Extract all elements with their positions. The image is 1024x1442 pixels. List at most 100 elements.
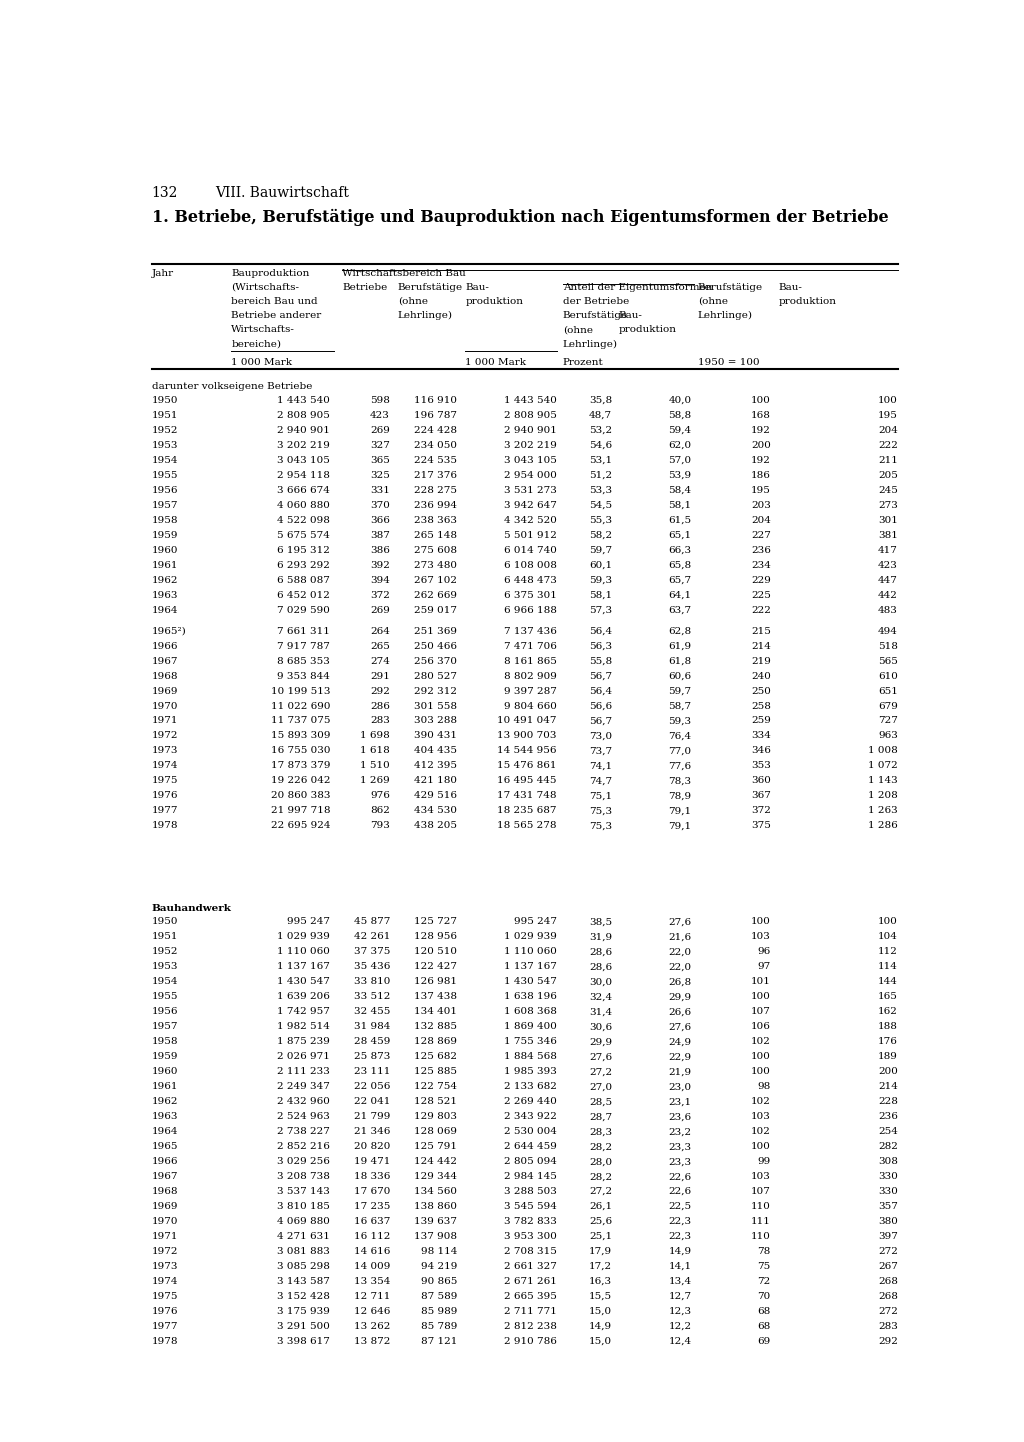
- Text: 132 885: 132 885: [415, 1022, 458, 1031]
- Text: 2 954 000: 2 954 000: [504, 470, 557, 480]
- Text: 273: 273: [878, 500, 898, 509]
- Text: 236: 236: [878, 1112, 898, 1122]
- Text: 1. Betriebe, Berufstätige und Bauproduktion nach Eigentumsformen der Betriebe: 1. Betriebe, Berufstätige und Bauprodukt…: [152, 209, 889, 226]
- Text: 9 397 287: 9 397 287: [504, 686, 557, 695]
- Text: 100: 100: [751, 1142, 771, 1151]
- Text: 78,3: 78,3: [669, 776, 691, 786]
- Text: 1957: 1957: [152, 1022, 178, 1031]
- Text: 30,6: 30,6: [589, 1022, 612, 1031]
- Text: 1976: 1976: [152, 1306, 178, 1317]
- Text: 381: 381: [878, 531, 898, 539]
- Text: 6 108 008: 6 108 008: [504, 561, 557, 570]
- Text: 17 670: 17 670: [353, 1187, 390, 1197]
- Text: der Betriebe: der Betriebe: [563, 297, 629, 306]
- Text: 1956: 1956: [152, 486, 178, 495]
- Text: 1972: 1972: [152, 731, 178, 741]
- Text: 18 235 687: 18 235 687: [497, 806, 557, 815]
- Text: 45 877: 45 877: [353, 917, 390, 926]
- Text: 1951: 1951: [152, 933, 178, 942]
- Text: 13 872: 13 872: [353, 1337, 390, 1345]
- Text: 1 608 368: 1 608 368: [504, 1008, 557, 1017]
- Text: 75: 75: [758, 1262, 771, 1270]
- Text: 21,6: 21,6: [669, 933, 691, 942]
- Text: 59,7: 59,7: [589, 545, 612, 555]
- Text: 1 638 196: 1 638 196: [504, 992, 557, 1001]
- Text: 192: 192: [751, 425, 771, 434]
- Text: 3 666 674: 3 666 674: [278, 486, 331, 495]
- Text: 1 029 939: 1 029 939: [504, 933, 557, 942]
- Text: 1950: 1950: [152, 917, 178, 926]
- Text: 200: 200: [751, 441, 771, 450]
- Text: 11 022 690: 11 022 690: [271, 701, 331, 711]
- Text: 30,0: 30,0: [589, 978, 612, 986]
- Text: 265 148: 265 148: [415, 531, 458, 539]
- Text: 2 133 682: 2 133 682: [504, 1083, 557, 1092]
- Text: 165: 165: [878, 992, 898, 1001]
- Text: 3 043 105: 3 043 105: [504, 456, 557, 464]
- Text: 2 738 227: 2 738 227: [278, 1128, 331, 1136]
- Text: 1969: 1969: [152, 686, 178, 695]
- Text: 107: 107: [751, 1187, 771, 1197]
- Text: 186: 186: [751, 470, 771, 480]
- Text: 4 069 880: 4 069 880: [278, 1217, 331, 1226]
- Text: 1977: 1977: [152, 1322, 178, 1331]
- Text: 12,3: 12,3: [669, 1306, 691, 1317]
- Text: 7 137 436: 7 137 436: [504, 627, 557, 636]
- Text: 372: 372: [370, 591, 390, 600]
- Text: 122 427: 122 427: [415, 962, 458, 972]
- Text: 15,0: 15,0: [589, 1306, 612, 1317]
- Text: 53,9: 53,9: [669, 470, 691, 480]
- Text: 100: 100: [751, 1067, 771, 1076]
- Text: 57,3: 57,3: [589, 606, 612, 614]
- Text: 23,3: 23,3: [669, 1142, 691, 1151]
- Text: 110: 110: [751, 1231, 771, 1242]
- Text: 87 589: 87 589: [421, 1292, 458, 1301]
- Text: 6 588 087: 6 588 087: [278, 575, 331, 584]
- Text: 274: 274: [370, 656, 390, 666]
- Text: 240: 240: [751, 672, 771, 681]
- Text: 56,4: 56,4: [589, 686, 612, 695]
- Text: 1964: 1964: [152, 606, 178, 614]
- Text: 3 810 185: 3 810 185: [278, 1203, 331, 1211]
- Text: 267: 267: [878, 1262, 898, 1270]
- Text: 78: 78: [758, 1247, 771, 1256]
- Text: 269: 269: [370, 606, 390, 614]
- Text: 188: 188: [878, 1022, 898, 1031]
- Text: 22,6: 22,6: [669, 1187, 691, 1197]
- Text: 31,4: 31,4: [589, 1008, 612, 1017]
- Text: 1 884 568: 1 884 568: [504, 1053, 557, 1061]
- Text: 61,9: 61,9: [669, 642, 691, 650]
- Text: 37 375: 37 375: [353, 947, 390, 956]
- Text: Berufstätige: Berufstätige: [697, 283, 763, 291]
- Text: 273 480: 273 480: [415, 561, 458, 570]
- Text: 65,1: 65,1: [669, 531, 691, 539]
- Text: 16 637: 16 637: [353, 1217, 390, 1226]
- Text: 6 293 292: 6 293 292: [278, 561, 331, 570]
- Text: 1950 = 100: 1950 = 100: [697, 358, 760, 368]
- Text: 3 085 298: 3 085 298: [278, 1262, 331, 1270]
- Text: 372: 372: [751, 806, 771, 815]
- Text: 1 430 547: 1 430 547: [278, 978, 331, 986]
- Text: 258: 258: [751, 701, 771, 711]
- Text: 56,6: 56,6: [589, 701, 612, 711]
- Text: 15 893 309: 15 893 309: [271, 731, 331, 741]
- Text: 262 669: 262 669: [415, 591, 458, 600]
- Text: 106: 106: [751, 1022, 771, 1031]
- Text: 195: 195: [878, 411, 898, 420]
- Text: 100: 100: [878, 917, 898, 926]
- Text: 2 954 118: 2 954 118: [278, 470, 331, 480]
- Text: 6 452 012: 6 452 012: [278, 591, 331, 600]
- Text: 98: 98: [758, 1083, 771, 1092]
- Text: 14 544 956: 14 544 956: [497, 747, 557, 756]
- Text: 20 860 383: 20 860 383: [271, 792, 331, 800]
- Text: 1 137 167: 1 137 167: [278, 962, 331, 972]
- Text: 58,1: 58,1: [669, 500, 691, 509]
- Text: 28 459: 28 459: [353, 1037, 390, 1047]
- Text: 228 275: 228 275: [415, 486, 458, 495]
- Text: 227: 227: [751, 531, 771, 539]
- Text: 214: 214: [751, 642, 771, 650]
- Text: 62,8: 62,8: [669, 627, 691, 636]
- Text: 301 558: 301 558: [415, 701, 458, 711]
- Text: 1967: 1967: [152, 1172, 178, 1181]
- Text: 29,9: 29,9: [589, 1037, 612, 1047]
